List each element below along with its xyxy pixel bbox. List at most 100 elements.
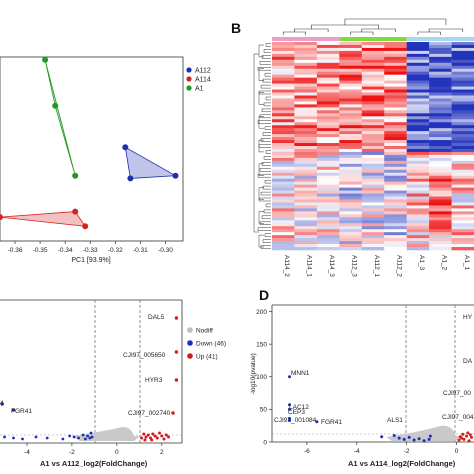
volcano-d-down-point: [402, 437, 406, 441]
heatmap-cell: [384, 47, 407, 52]
heatmap-column-label: A112_3: [351, 255, 358, 277]
column-dendrogram: [282, 18, 464, 35]
heatmap-cell: [406, 125, 430, 129]
volcano-c-annotation: HYR3: [145, 377, 163, 384]
heatmap-cell: [272, 110, 295, 114]
heatmap-cell: [429, 190, 452, 194]
heatmap-cell: [316, 53, 340, 58]
heatmap-cell: [429, 226, 452, 230]
heatmap-cell: [339, 163, 362, 168]
heatmap-cell: [406, 196, 430, 200]
heatmap-cell: [361, 143, 385, 147]
heatmap-cell: [272, 229, 295, 233]
heatmap-cell: [361, 98, 385, 102]
heatmap-cell: [316, 74, 340, 78]
heatmap-cell: [406, 89, 430, 93]
heatmap-cell: [406, 241, 430, 245]
heatmap-cell: [361, 116, 385, 120]
volcano-d-down-point: [392, 434, 396, 437]
heatmap-cell: [339, 101, 362, 105]
heatmap-cell: [429, 169, 452, 174]
heatmap-cell: [361, 217, 385, 221]
heatmap-cell: [361, 80, 385, 84]
heatmap-cell: [429, 56, 452, 61]
heatmap-cell: [339, 202, 362, 206]
volcano-c-up-point: [143, 438, 147, 442]
volcano-d-annotation: CJI97_00: [443, 390, 471, 397]
heatmap-cell: [406, 53, 430, 58]
heatmap-cell: [316, 65, 340, 70]
pca-legend-label-a1: A1: [195, 86, 204, 93]
heatmap-cell: [384, 122, 407, 126]
heatmap-cell: [339, 166, 362, 171]
column-dendrogram-branch: [361, 28, 396, 32]
pca-x-ticks: -0.36 -0.35 -0.34 -0.33 -0.32 -0.31 -0.30: [8, 241, 173, 254]
heatmap-column-label: A114_1: [306, 255, 313, 277]
volcano-c-down-point: [68, 434, 72, 438]
heatmap-cell: [339, 98, 362, 102]
heatmap-cell: [406, 205, 430, 209]
heatmap-group-color-1: [272, 37, 340, 41]
volcano-d-down-point: [422, 439, 426, 443]
heatmap-cell: [451, 244, 474, 248]
volcano-c-x-tick-label: 0: [115, 449, 119, 456]
heatmap-cell: [339, 113, 362, 117]
heatmap-cell: [316, 143, 340, 147]
pca-hull-a1: [44, 59, 76, 176]
volcano-d-x-tick-label: -4: [354, 448, 360, 455]
heatmap-cell: [361, 190, 385, 194]
volcano-d-down-point: [288, 375, 291, 379]
heatmap-cell: [339, 50, 362, 55]
heatmap-cell: [339, 42, 362, 46]
heatmap-cell: [316, 56, 340, 61]
volcano-d-down-point: [407, 435, 411, 439]
heatmap-cell: [272, 247, 295, 251]
heatmap-cell: [384, 59, 407, 64]
heatmap-cell: [339, 74, 362, 78]
heatmap-cell: [384, 226, 407, 230]
heatmap-cell: [316, 137, 340, 141]
pca-plot-frame: [0, 56, 184, 242]
heatmap-cell: [294, 113, 318, 117]
heatmap-cell: [339, 187, 362, 191]
heatmap-cell: [451, 77, 474, 81]
heatmap-cell: [316, 119, 340, 123]
heatmap-cell: [361, 232, 385, 236]
heatmap-column-label: A1_3: [418, 255, 425, 271]
volcano-d-down-point: [288, 419, 291, 422]
heatmap-cell: [429, 214, 452, 218]
heatmap-cell: [339, 122, 362, 126]
heatmap-cell: [294, 143, 318, 147]
heatmap-cell: [451, 169, 474, 174]
heatmap-cell: [384, 71, 407, 75]
heatmap-cell: [339, 151, 362, 156]
heatmap-cell: [384, 74, 407, 78]
column-dendrogram-branch: [344, 18, 447, 25]
heatmap-cell: [406, 151, 430, 156]
heatmap-cell: [294, 157, 318, 162]
heatmap-cell: [316, 223, 340, 227]
volcano-d-up-point: [467, 439, 471, 443]
heatmap-cell: [294, 178, 318, 182]
heatmap-cell: [339, 86, 362, 90]
heatmap-cell: [272, 44, 295, 49]
heatmap-cell: [316, 68, 340, 73]
heatmap-cell: [339, 134, 362, 138]
heatmap-cell: [294, 220, 318, 224]
heatmap-cell: [361, 50, 385, 55]
heatmap-cell: [384, 193, 407, 197]
heatmap-cell: [384, 160, 407, 165]
heatmap-cell: [272, 232, 295, 236]
volcano-c-down-point: [72, 435, 76, 439]
volcano-d-annotation: CJI97_004: [442, 414, 474, 421]
heatmap-cell: [361, 89, 385, 93]
heatmap-cell: [339, 110, 362, 114]
volcano-d-down-point: [288, 403, 291, 407]
heatmap-cell: [429, 232, 452, 236]
volcano-c-down-point: [81, 433, 85, 437]
heatmap-cell: [429, 181, 452, 185]
heatmap-cell: [406, 50, 430, 55]
heatmap-cell: [272, 226, 295, 230]
heatmap-cell: [406, 56, 430, 61]
heatmap-cell: [272, 208, 295, 212]
